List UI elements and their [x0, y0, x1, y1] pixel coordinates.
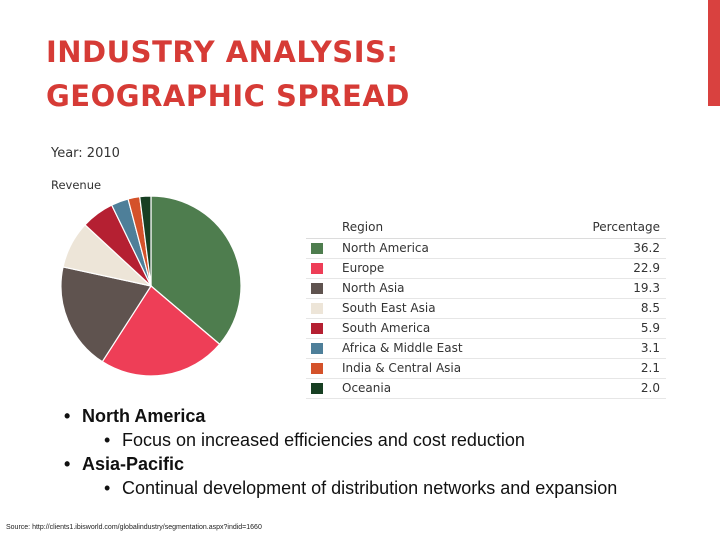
legend-value: 19.3 — [633, 281, 660, 295]
bullet-heading: • Asia-Pacific — [64, 452, 617, 476]
bullet-dot-icon: • — [104, 430, 111, 450]
chart-legend: Region Percentage North America 36.2 Europ… — [306, 218, 666, 399]
pie-slice-north-asia — [60, 266, 152, 363]
legend-swatch — [311, 383, 323, 394]
pie-slice-oceania — [139, 195, 152, 287]
legend-row-north-america: North America 36.2 — [306, 239, 666, 259]
legend-label: South America — [342, 321, 431, 335]
slide-title: INDUSTRY ANALYSIS: GEOGRAPHIC SPREAD — [46, 30, 410, 118]
legend-header: Region Percentage — [306, 218, 666, 239]
pie-chart — [60, 195, 242, 377]
legend-header-percentage: Percentage — [592, 220, 660, 234]
title-line-2: GEOGRAPHIC SPREAD — [46, 79, 410, 113]
bullet-list: • North America • Focus on increased effici… — [64, 404, 617, 500]
legend-row-south-america: South America 5.9 — [306, 319, 666, 339]
legend-label: South East Asia — [342, 301, 436, 315]
bullet-dot-icon: • — [64, 454, 71, 474]
bullet-dot-icon: • — [104, 478, 111, 498]
legend-swatch — [311, 323, 323, 334]
legend-header-region: Region — [342, 220, 384, 234]
bullet-dot-icon: • — [64, 406, 71, 426]
legend-row-south-east-asia: South East Asia 8.5 — [306, 299, 666, 319]
legend-label: Africa & Middle East — [342, 341, 463, 355]
accent-bar — [708, 0, 720, 106]
legend-swatch — [311, 363, 323, 374]
bullet-subpoint: • Focus on increased efficiencies and cos… — [64, 428, 617, 452]
legend-value: 3.1 — [640, 341, 660, 355]
legend-swatch — [311, 343, 323, 354]
bullet-subpoint: • Continual development of distribution n… — [64, 476, 617, 500]
legend-row-india-central-asia: India & Central Asia 2.1 — [306, 359, 666, 379]
legend-row-north-asia: North Asia 19.3 — [306, 279, 666, 299]
legend-label: Europe — [342, 261, 385, 275]
legend-value: 2.0 — [640, 381, 660, 395]
legend-value: 8.5 — [640, 301, 660, 315]
legend-rows: North America 36.2 Europe 22.9 North Asia 19.… — [306, 239, 666, 399]
legend-row-africa-middle-east: Africa & Middle East 3.1 — [306, 339, 666, 359]
legend-label: North Asia — [342, 281, 405, 295]
pie-slice-north-america — [150, 195, 242, 346]
legend-row-oceania: Oceania 2.0 — [306, 379, 666, 399]
bullet-text: Continual development of distribution ne… — [122, 478, 618, 498]
bullet-text: North America — [82, 406, 206, 426]
legend-label: Oceania — [342, 381, 392, 395]
legend-value: 5.9 — [640, 321, 660, 335]
bullet-text: Asia-Pacific — [82, 454, 185, 474]
legend-swatch — [311, 303, 323, 314]
pie-slice-europe — [101, 285, 221, 377]
chart-measure-label: Revenue — [51, 178, 102, 192]
legend-value: 36.2 — [633, 241, 660, 255]
chart-title: Year: 2010 — [51, 146, 120, 161]
legend-label: India & Central Asia — [342, 361, 462, 375]
legend-value: 22.9 — [633, 261, 660, 275]
title-line-1: INDUSTRY ANALYSIS: — [46, 35, 399, 69]
legend-row-europe: Europe 22.9 — [306, 259, 666, 279]
legend-swatch — [311, 283, 323, 294]
source-citation: Source: http://clients1.ibisworld.com/gl… — [6, 524, 262, 531]
legend-swatch — [311, 263, 323, 274]
legend-swatch — [311, 243, 323, 254]
bullet-heading: • North America — [64, 404, 617, 428]
bullet-text: Focus on increased efficiencies and cost… — [122, 430, 525, 450]
legend-label: North America — [342, 241, 429, 255]
legend-value: 2.1 — [640, 361, 660, 375]
